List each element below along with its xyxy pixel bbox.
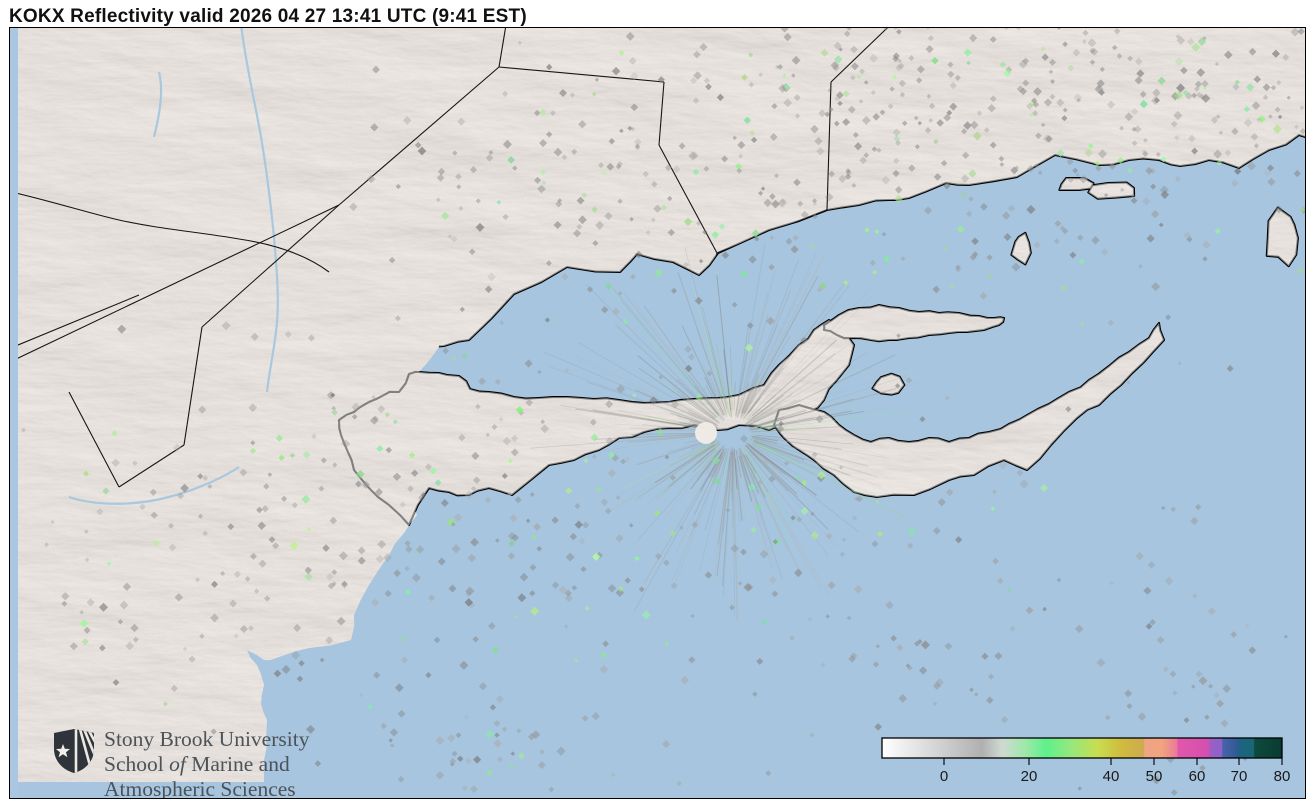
svg-text:70: 70: [1231, 768, 1248, 785]
svg-text:60: 60: [1189, 768, 1206, 785]
svg-text:20: 20: [1021, 768, 1038, 785]
svg-text:80: 80: [1274, 768, 1291, 785]
svg-text:50: 50: [1146, 768, 1163, 785]
svg-text:40: 40: [1103, 768, 1120, 785]
svg-text:0: 0: [940, 768, 948, 785]
